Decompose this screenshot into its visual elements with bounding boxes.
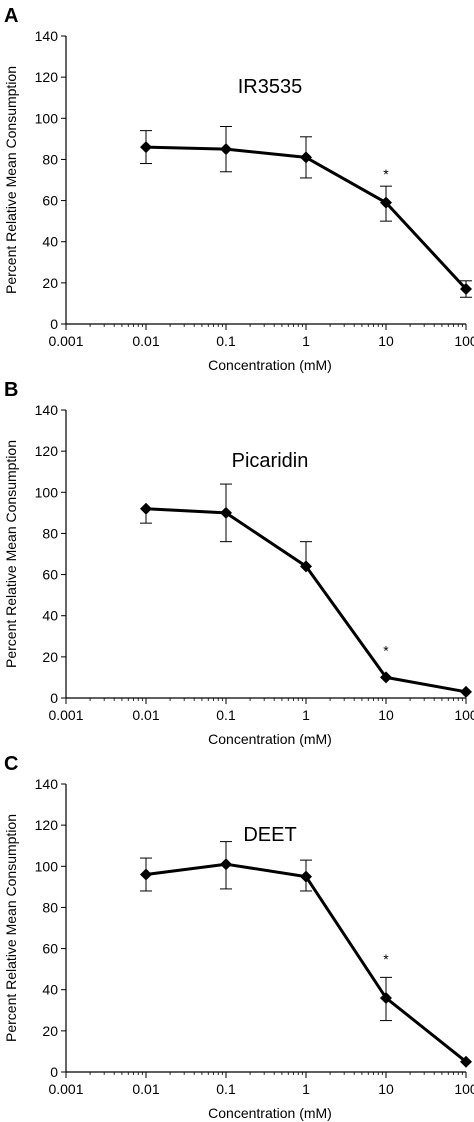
panel-b: B Picaridin Concentration (mM) Percent R… [0, 374, 474, 748]
y-tick-label: 40 [42, 234, 58, 250]
plot-area: 0 20 40 60 80 100 120 140 0.001 0.01 0.1 1 10 100 * [35, 402, 474, 723]
chart-c-svg: C DEET Concentration (mM) Percent Relati… [3, 753, 474, 1121]
data-point [140, 502, 152, 515]
y-tick-label: 40 [42, 982, 58, 998]
x-tick-label: 100 [454, 707, 474, 723]
x-tick-label: 100 [454, 1081, 474, 1097]
y-tick-label: 100 [35, 858, 59, 874]
x-tick-label: 100 [454, 333, 474, 349]
significance-marker: * [383, 166, 389, 182]
x-tick-label: 0.1 [216, 1081, 236, 1097]
chart-title: IR3535 [238, 76, 303, 98]
x-tick-label: 10 [378, 333, 394, 349]
y-tick-label: 0 [50, 690, 58, 706]
y-tick-label: 20 [42, 649, 58, 665]
data-point [460, 685, 472, 698]
x-tick-label: 1 [302, 333, 310, 349]
y-tick-label: 80 [42, 899, 58, 915]
y-tick-label: 40 [42, 608, 58, 624]
data-point [220, 858, 232, 871]
plot-area: 0 20 40 60 80 100 120 140 0.001 0.01 0.1 1 10 100 * [35, 28, 474, 349]
y-tick-label: 120 [35, 817, 59, 833]
plot-area: 0 20 40 60 80 100 120 140 0.001 0.01 0.1 1 10 100 * [35, 776, 474, 1097]
data-point [300, 151, 312, 164]
x-tick-label: 1 [302, 707, 310, 723]
x-tick-label: 0.001 [48, 333, 83, 349]
x-tick-label: 10 [378, 707, 394, 723]
data-point [460, 283, 472, 296]
panel-letter: C [4, 753, 18, 775]
panel-a: A IR3535 Concentration (mM) Percent Rela… [0, 0, 474, 374]
y-tick-label: 80 [42, 525, 58, 541]
y-tick-label: 140 [35, 28, 59, 44]
data-point [380, 991, 392, 1004]
y-axis-label: Percent Relative Mean Consumption [3, 66, 19, 294]
x-tick-label: 0.01 [132, 333, 159, 349]
series-line [145, 862, 467, 1063]
x-tick-label: 0.01 [132, 1081, 159, 1097]
x-tick-label: 1 [302, 1081, 310, 1097]
y-tick-label: 20 [42, 275, 58, 291]
data-point [300, 560, 312, 573]
x-tick-label: 0.01 [132, 707, 159, 723]
y-tick-label: 60 [42, 193, 58, 209]
x-axis-label: Concentration (mM) [208, 357, 332, 373]
data-point [300, 870, 312, 883]
x-axis-label: Concentration (mM) [208, 731, 332, 747]
chart-b-svg: B Picaridin Concentration (mM) Percent R… [3, 379, 474, 747]
data-point [220, 506, 232, 519]
y-axis-label: Percent Relative Mean Consumption [3, 440, 19, 668]
panel-letter: A [4, 5, 18, 27]
y-axis-label: Percent Relative Mean Consumption [3, 814, 19, 1042]
chart-title: Picaridin [232, 450, 309, 472]
significance-marker: * [383, 951, 389, 967]
data-point [140, 868, 152, 881]
x-axis-label: Concentration (mM) [208, 1105, 332, 1121]
data-point [380, 671, 392, 684]
y-tick-label: 60 [42, 567, 58, 583]
x-tick-label: 0.001 [48, 707, 83, 723]
y-tick-label: 20 [42, 1023, 58, 1039]
panel-letter: B [4, 379, 18, 401]
data-point [220, 143, 232, 156]
y-tick-label: 80 [42, 151, 58, 167]
y-tick-label: 0 [50, 316, 58, 332]
x-tick-label: 0.1 [216, 333, 236, 349]
y-tick-label: 120 [35, 69, 59, 85]
data-point [380, 196, 392, 209]
y-tick-label: 140 [35, 402, 59, 418]
x-tick-label: 0.001 [48, 1081, 83, 1097]
y-tick-label: 140 [35, 776, 59, 792]
series-line [145, 507, 467, 694]
y-tick-label: 100 [35, 484, 59, 500]
data-point [460, 1055, 472, 1068]
significance-marker: * [383, 643, 389, 659]
y-tick-label: 100 [35, 110, 59, 126]
chart-title: DEET [243, 824, 296, 846]
y-tick-label: 60 [42, 941, 58, 957]
chart-a-svg: A IR3535 Concentration (mM) Percent Rela… [3, 5, 474, 373]
y-tick-label: 120 [35, 443, 59, 459]
y-tick-label: 0 [50, 1064, 58, 1080]
x-tick-label: 10 [378, 1081, 394, 1097]
x-tick-label: 0.1 [216, 707, 236, 723]
panel-c: C DEET Concentration (mM) Percent Relati… [0, 748, 474, 1122]
data-point [140, 141, 152, 154]
